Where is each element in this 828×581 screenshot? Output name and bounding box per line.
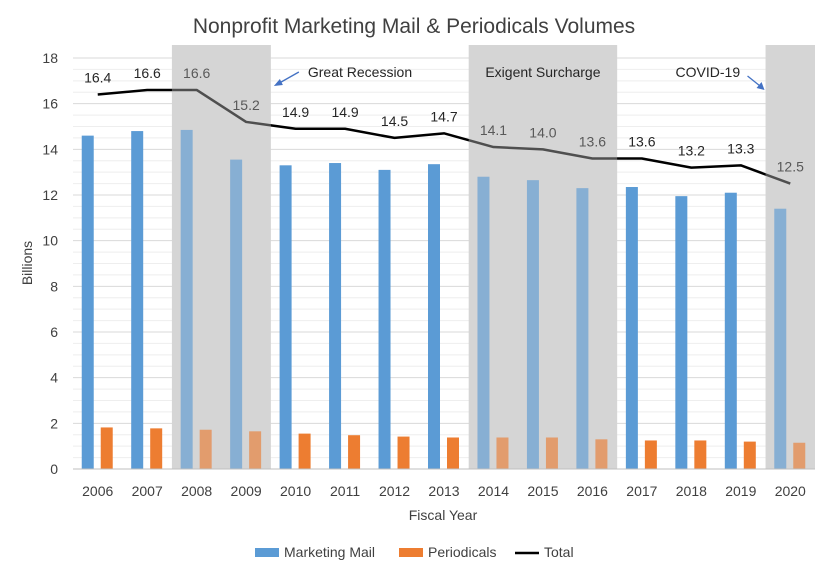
bar-marketing-mail — [576, 188, 589, 469]
data-label-total: 16.6 — [134, 65, 161, 81]
chart-title: Nonprofit Marketing Mail & Periodicals V… — [193, 15, 635, 38]
x-tick-label: 2012 — [379, 483, 410, 499]
x-axis-label: Fiscal Year — [409, 507, 478, 523]
x-tick-label: 2017 — [626, 483, 657, 499]
data-label-total: 16.4 — [84, 70, 111, 86]
data-label-total: 14.1 — [480, 122, 507, 138]
data-label-total: 14.9 — [282, 104, 309, 120]
bar-marketing-mail — [131, 131, 144, 470]
legend-label-marketing-mail: Marketing Mail — [284, 544, 375, 560]
x-tick-label: 2011 — [330, 483, 360, 499]
bar-periodicals — [298, 433, 311, 469]
bar-periodicals — [793, 442, 806, 469]
shade-overlay — [468, 45, 618, 469]
annotation-label: Exigent Surcharge — [485, 64, 600, 80]
bar-periodicals — [545, 437, 558, 469]
data-label-total: 14.7 — [430, 108, 457, 124]
x-axis: 2006 2007 2008 2009 2010 2011 2012 2013 2014 2015… — [73, 468, 815, 499]
bar-periodicals — [447, 437, 459, 469]
bar-periodicals — [249, 431, 262, 469]
data-labels: 16.4 16.6 16.6 15.2 14.9 14.9 14.5 14.7 14.1 14.0… — [84, 65, 804, 175]
annotation-label: Great Recession — [308, 64, 412, 80]
data-label-total: 14.0 — [529, 124, 556, 140]
bar-periodicals — [743, 441, 756, 469]
bar-periodicals — [199, 429, 212, 469]
x-tick-label: 2006 — [82, 483, 113, 499]
x-tick-label: 2019 — [725, 483, 756, 499]
legend-label-total: Total — [544, 544, 574, 560]
shaded-period — [765, 45, 815, 469]
data-label-total: 13.6 — [579, 133, 606, 149]
y-tick-label: 4 — [50, 370, 58, 386]
x-tick-label: 2015 — [527, 483, 558, 499]
x-tick-label: 2014 — [478, 483, 509, 499]
bar-periodicals — [397, 436, 410, 469]
legend-label-periodicals: Periodicals — [428, 544, 496, 560]
bar-marketing-mail — [428, 164, 440, 470]
bar-periodicals — [644, 440, 657, 469]
y-tick-label: 2 — [50, 415, 58, 431]
shade-overlay — [171, 45, 271, 469]
data-label-total: 15.2 — [233, 97, 260, 113]
y-tick-label: 0 — [50, 461, 58, 477]
annotation-label: COVID-19 — [676, 64, 741, 80]
shade-overlays — [171, 45, 815, 469]
bar-marketing-mail — [526, 180, 539, 470]
annotation-arrowhead — [756, 82, 765, 90]
bar-marketing-mail — [180, 129, 193, 470]
bar-marketing-mail — [279, 165, 292, 470]
bars — [81, 129, 806, 470]
legend: Marketing Mail Periodicals Total — [255, 544, 574, 560]
y-axis: 0 2 4 6 8 10 12 14 16 18 — [42, 50, 58, 477]
bar-marketing-mail — [477, 176, 490, 469]
legend-swatch-marketing-mail — [255, 548, 279, 557]
total-series-line — [97, 88, 791, 185]
y-tick-label: 16 — [42, 96, 58, 112]
bar-periodicals — [595, 439, 608, 469]
bar-marketing-mail — [625, 187, 638, 469]
bar-periodicals — [348, 435, 361, 469]
x-tick-label: 2008 — [181, 483, 212, 499]
annotations: Great Recession Exigent Surcharge COVID-19 — [273, 64, 765, 90]
bar-marketing-mail — [774, 208, 787, 469]
bar-periodicals — [100, 427, 113, 469]
bar-marketing-mail — [724, 192, 737, 469]
data-label-total: 13.2 — [678, 143, 705, 159]
y-tick-label: 6 — [50, 324, 58, 340]
x-tick-label: 2016 — [577, 483, 608, 499]
y-tick-label: 8 — [50, 278, 58, 294]
shaded-period — [468, 45, 618, 469]
bar-periodicals — [694, 440, 707, 469]
bar-marketing-mail — [230, 159, 243, 469]
data-label-total: 13.3 — [727, 140, 754, 156]
x-tick-label: 2018 — [676, 483, 707, 499]
y-axis-label: Billions — [19, 241, 35, 285]
data-label-total: 12.5 — [777, 159, 804, 175]
bar-marketing-mail — [81, 135, 94, 469]
data-label-total: 13.6 — [628, 133, 655, 149]
shade-overlay — [765, 45, 815, 469]
x-tick-label: 2020 — [775, 483, 806, 499]
y-tick-label: 10 — [42, 233, 58, 249]
y-tick-label: 18 — [42, 50, 58, 66]
y-tick-label: 14 — [42, 141, 58, 157]
bar-marketing-mail — [675, 196, 688, 469]
bar-periodicals — [496, 437, 509, 469]
data-label-total: 14.5 — [381, 113, 408, 129]
bar-marketing-mail — [329, 163, 342, 470]
y-tick-label: 12 — [42, 187, 58, 203]
x-tick-label: 2009 — [231, 483, 262, 499]
data-label-total: 16.6 — [183, 65, 210, 81]
total-line — [97, 88, 791, 185]
data-label-total: 14.9 — [331, 104, 358, 120]
bar-periodicals — [150, 428, 163, 469]
x-tick-label: 2010 — [280, 483, 311, 499]
legend-swatch-periodicals — [399, 548, 423, 557]
annotation-arrowhead — [273, 79, 283, 86]
x-tick-label: 2007 — [132, 483, 163, 499]
x-tick-label: 2013 — [428, 483, 459, 499]
bar-marketing-mail — [378, 169, 391, 469]
